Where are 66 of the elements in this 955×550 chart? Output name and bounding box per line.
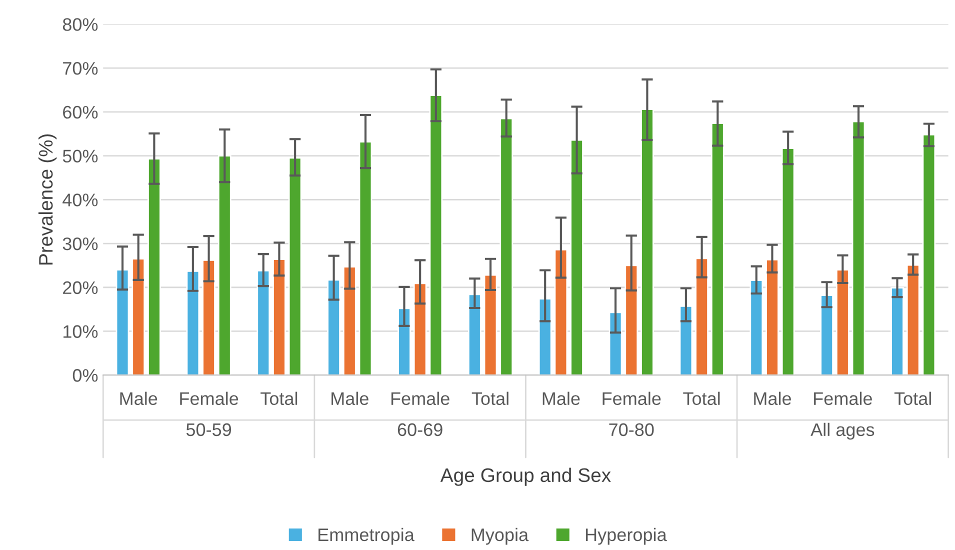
bar bbox=[695, 258, 708, 376]
bar bbox=[413, 282, 427, 376]
bar bbox=[148, 158, 161, 376]
x-tick-label: Female bbox=[602, 392, 661, 406]
y-tick-label: 0% bbox=[72, 369, 98, 382]
x-tick-label: Total bbox=[260, 392, 298, 406]
bar bbox=[781, 148, 795, 376]
bar bbox=[256, 270, 270, 376]
x-tick-label: Female bbox=[180, 392, 238, 406]
bar bbox=[218, 155, 232, 376]
legend-label: Myopia bbox=[472, 528, 529, 545]
bar bbox=[272, 258, 286, 376]
bar bbox=[906, 264, 920, 376]
x-tick-label: Total bbox=[683, 392, 720, 406]
y-tick-label: 30% bbox=[62, 237, 98, 250]
y-tick-label: 40% bbox=[62, 194, 98, 206]
bar bbox=[836, 269, 850, 376]
x-tick-label: Male bbox=[542, 392, 580, 406]
bar bbox=[538, 298, 552, 376]
bar bbox=[484, 274, 498, 376]
text: 50-59 bbox=[186, 423, 232, 436]
bar bbox=[500, 118, 514, 376]
bar bbox=[202, 259, 216, 376]
bar bbox=[288, 157, 302, 376]
bar bbox=[750, 280, 764, 376]
bar bbox=[766, 259, 779, 376]
text: 60-69 bbox=[398, 423, 442, 436]
x-axis-title: Age Group and Sex bbox=[440, 468, 611, 486]
bar bbox=[710, 122, 724, 376]
bar bbox=[640, 108, 654, 376]
x-tick-label: Male bbox=[754, 392, 792, 406]
y-tick-label: 20% bbox=[63, 281, 98, 294]
bar bbox=[429, 94, 443, 376]
y-tick-label: 60% bbox=[63, 106, 98, 119]
x-tick-label: Female bbox=[391, 392, 450, 406]
text: 70-80 bbox=[609, 423, 654, 436]
bar bbox=[327, 279, 340, 376]
x-tick-label: Female bbox=[814, 392, 872, 406]
y-tick-label: 70% bbox=[63, 62, 98, 75]
text: All ages bbox=[810, 422, 874, 440]
bar bbox=[852, 120, 866, 376]
bar bbox=[116, 269, 130, 376]
bar bbox=[358, 141, 372, 376]
bar bbox=[820, 294, 834, 376]
bar bbox=[342, 266, 356, 376]
bar bbox=[624, 264, 638, 376]
x-tick-label: Total bbox=[894, 392, 931, 406]
bar bbox=[132, 258, 146, 376]
y-tick-label: 10% bbox=[64, 325, 98, 338]
legend-label: Hyperopia bbox=[586, 528, 667, 545]
bar bbox=[890, 287, 904, 376]
bar bbox=[554, 248, 568, 376]
x-tick-label: Male bbox=[120, 392, 158, 406]
bar bbox=[922, 134, 936, 376]
bar bbox=[608, 312, 622, 376]
y-tick-label: 80% bbox=[62, 18, 98, 31]
x-tick-label: Male bbox=[332, 392, 368, 406]
x-tick-label: Total bbox=[472, 392, 508, 406]
y-tick-label: 50% bbox=[62, 150, 98, 163]
bar bbox=[468, 294, 482, 376]
bar bbox=[186, 270, 200, 376]
bar bbox=[679, 306, 693, 376]
bar bbox=[570, 139, 584, 376]
bar bbox=[398, 308, 411, 376]
legend-label: Emmetropia bbox=[318, 528, 414, 545]
y-axis-title: Prevalence (%) bbox=[38, 134, 57, 265]
